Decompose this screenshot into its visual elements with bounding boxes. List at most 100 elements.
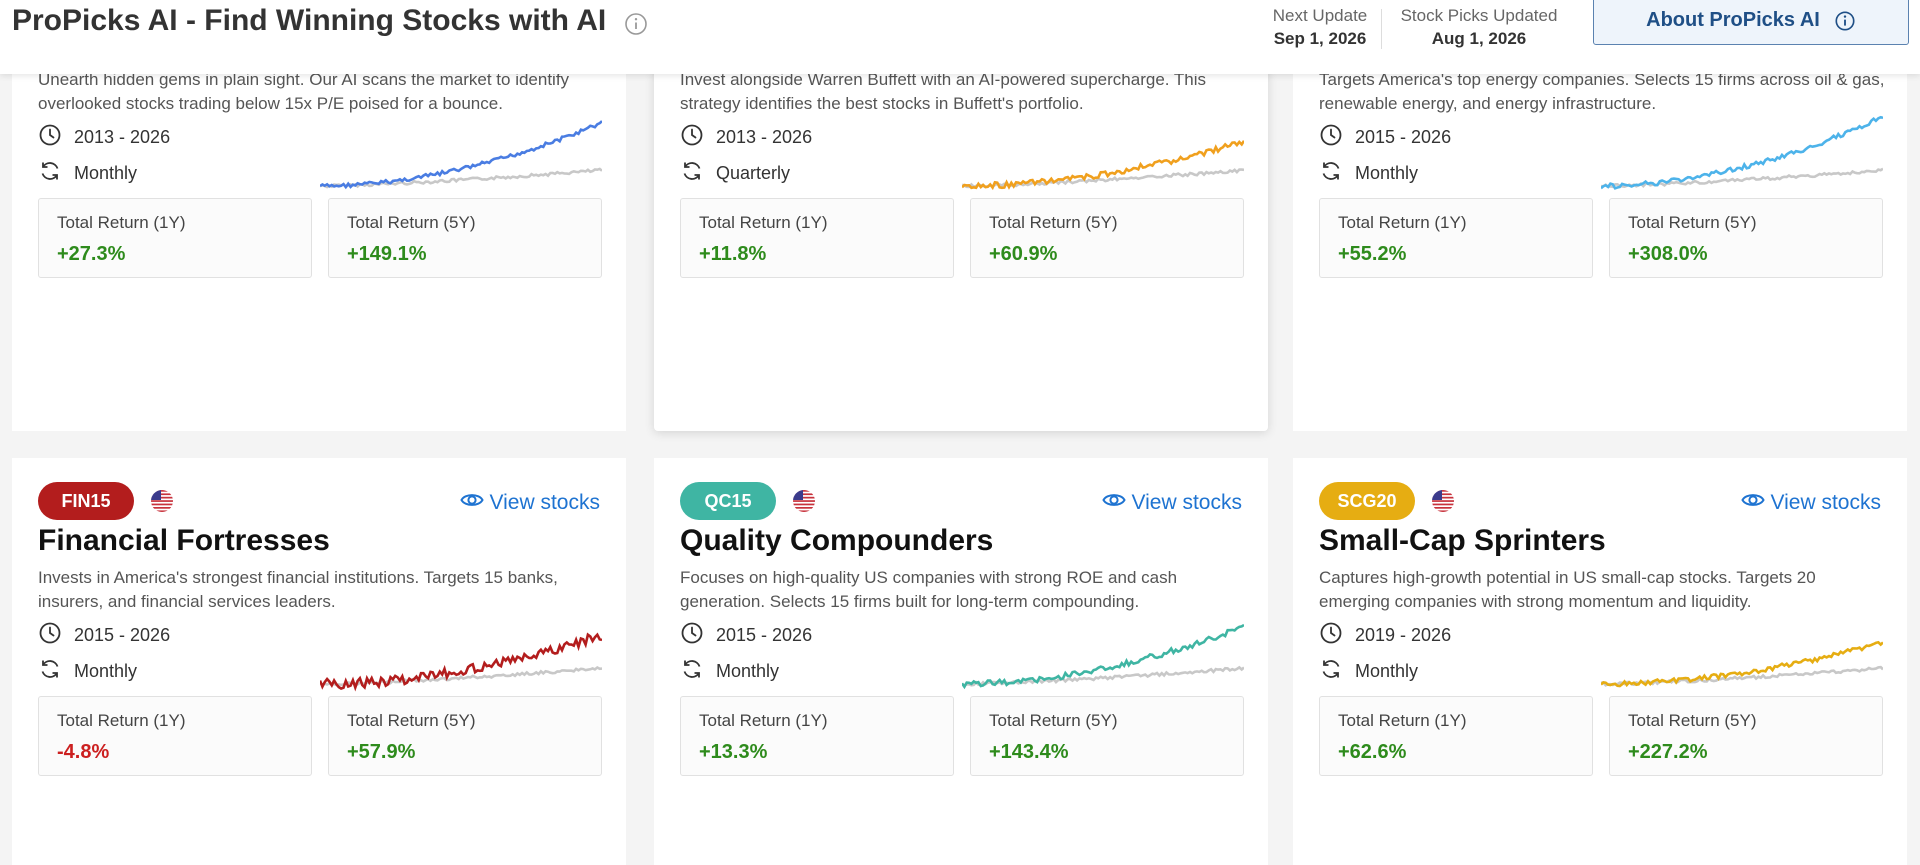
total-return-1y: Total Return (1Y) +55.2% bbox=[1319, 198, 1593, 278]
strategy-line bbox=[320, 632, 602, 692]
strategy-description: Captures high-growth potential in US sma… bbox=[1319, 568, 1816, 611]
view-stocks-label: View stocks bbox=[1770, 491, 1882, 514]
strategy-period: 2015 - 2026 bbox=[680, 621, 812, 650]
frequency-text: Monthly bbox=[716, 661, 780, 681]
total-return-5y: Total Return (5Y) +227.2% bbox=[1609, 696, 1883, 776]
stat-label: Total Return (1Y) bbox=[57, 213, 186, 232]
view-stocks-link[interactable]: View stocks bbox=[459, 488, 601, 518]
clock-icon bbox=[38, 621, 62, 650]
frequency-text: Monthly bbox=[74, 661, 138, 681]
stat-label: Total Return (5Y) bbox=[1628, 711, 1757, 730]
stat-value: -4.8% bbox=[57, 741, 110, 763]
stat-value: +308.0% bbox=[1628, 243, 1708, 265]
period-text: 2019 - 2026 bbox=[1355, 625, 1452, 645]
rebalance-frequency: Monthly bbox=[1319, 657, 1418, 686]
us-flag-icon bbox=[1432, 490, 1454, 512]
strategy-line bbox=[962, 140, 1244, 191]
stat-label: Total Return (1Y) bbox=[1338, 711, 1467, 730]
total-return-5y: Total Return (5Y) +143.4% bbox=[970, 696, 1244, 776]
clock-icon bbox=[1319, 621, 1343, 650]
total-return-5y: Total Return (5Y) +60.9% bbox=[970, 198, 1244, 278]
strategy-line bbox=[1601, 115, 1883, 190]
performance-sparkline bbox=[1601, 640, 1883, 688]
stat-label: Total Return (5Y) bbox=[989, 711, 1118, 730]
next-update-value: Sep 1, 2026 bbox=[1273, 29, 1367, 48]
next-update: Next Update Sep 1, 2026 bbox=[1262, 6, 1378, 49]
rebalance-frequency: Monthly bbox=[1319, 159, 1418, 188]
clock-icon bbox=[680, 621, 704, 650]
clock-icon bbox=[680, 123, 704, 152]
total-return-5y: Total Return (5Y) +57.9% bbox=[328, 696, 602, 776]
picks-updated: Stock Picks Updated Aug 1, 2026 bbox=[1393, 6, 1565, 49]
info-icon[interactable] bbox=[624, 12, 648, 36]
rebalance-frequency: Quarterly bbox=[680, 159, 790, 188]
stat-value: +62.6% bbox=[1338, 741, 1407, 763]
rebalance-frequency: Monthly bbox=[38, 657, 137, 686]
total-return-1y: Total Return (1Y) +13.3% bbox=[680, 696, 954, 776]
total-return-1y: Total Return (1Y) -4.8% bbox=[38, 696, 312, 776]
total-return-1y: Total Return (1Y) +27.3% bbox=[38, 198, 312, 278]
picks-updated-label: Stock Picks Updated bbox=[1400, 6, 1558, 25]
stat-value: +27.3% bbox=[57, 243, 126, 265]
eye-icon bbox=[459, 488, 484, 518]
strategy-title[interactable]: Financial Fortresses bbox=[38, 524, 330, 557]
period-text: 2013 - 2026 bbox=[716, 127, 813, 147]
stat-value: +149.1% bbox=[347, 243, 427, 265]
strategy-card[interactable]: FIN15 View stocks Financial Fortresses I… bbox=[12, 458, 626, 865]
total-return-5y: Total Return (5Y) +308.0% bbox=[1609, 198, 1883, 278]
strategy-description: Unearth hidden gems in plain sight. Our … bbox=[38, 70, 570, 113]
stat-label: Total Return (5Y) bbox=[989, 213, 1118, 232]
refresh-icon bbox=[1319, 657, 1343, 686]
page-header: ProPicks AI - Find Winning Stocks with A… bbox=[0, 0, 1920, 74]
stat-value: +13.3% bbox=[699, 741, 768, 763]
stat-label: Total Return (1Y) bbox=[57, 711, 186, 730]
strategy-badge: QC15 bbox=[680, 482, 776, 520]
strategy-period: 2013 - 2026 bbox=[38, 123, 170, 152]
period-text: 2013 - 2026 bbox=[74, 127, 171, 147]
period-text: 2015 - 2026 bbox=[1355, 127, 1452, 147]
eye-icon bbox=[1740, 488, 1765, 518]
about-button-label: About ProPicks AI bbox=[1646, 9, 1820, 31]
frequency-text: Monthly bbox=[74, 163, 138, 183]
strategy-title[interactable]: Small-Cap Sprinters bbox=[1319, 524, 1606, 557]
stat-value: +227.2% bbox=[1628, 741, 1708, 763]
stat-value: +60.9% bbox=[989, 243, 1058, 265]
strategy-period: 2015 - 2026 bbox=[1319, 123, 1451, 152]
strategy-line bbox=[1601, 640, 1883, 688]
view-stocks-label: View stocks bbox=[1131, 491, 1243, 514]
strategy-period: 2019 - 2026 bbox=[1319, 621, 1451, 650]
strategy-period: 2015 - 2026 bbox=[38, 621, 170, 650]
stat-label: Total Return (5Y) bbox=[347, 711, 476, 730]
view-stocks-label: View stocks bbox=[489, 491, 601, 514]
us-flag-icon bbox=[793, 490, 815, 512]
performance-sparkline bbox=[320, 120, 602, 190]
total-return-1y: Total Return (1Y) +62.6% bbox=[1319, 696, 1593, 776]
strategy-card[interactable]: SCG20 View stocks Small-Cap Sprinters Ca… bbox=[1293, 458, 1907, 865]
view-stocks-link[interactable]: View stocks bbox=[1101, 488, 1243, 518]
view-stocks-link[interactable]: View stocks bbox=[1740, 488, 1882, 518]
about-propicks-button[interactable]: About ProPicks AI bbox=[1593, 0, 1909, 45]
stat-label: Total Return (1Y) bbox=[699, 711, 828, 730]
frequency-text: Quarterly bbox=[716, 163, 791, 183]
stat-label: Total Return (1Y) bbox=[699, 213, 828, 232]
rebalance-frequency: Monthly bbox=[38, 159, 137, 188]
stat-value: +57.9% bbox=[347, 741, 416, 763]
strategy-description: Invest alongside Warren Buffett with an … bbox=[680, 70, 1207, 113]
info-icon bbox=[1835, 10, 1855, 31]
refresh-icon bbox=[680, 159, 704, 188]
stat-label: Total Return (5Y) bbox=[347, 213, 476, 232]
picks-updated-value: Aug 1, 2026 bbox=[1431, 29, 1527, 48]
refresh-icon bbox=[680, 657, 704, 686]
strategy-badge: FIN15 bbox=[38, 482, 134, 520]
strategy-card[interactable]: QC15 View stocks Quality Compounders Foc… bbox=[654, 458, 1268, 865]
total-return-1y: Total Return (1Y) +11.8% bbox=[680, 198, 954, 278]
performance-sparkline bbox=[1601, 115, 1883, 190]
strategy-line bbox=[320, 120, 602, 190]
frequency-text: Monthly bbox=[1355, 163, 1419, 183]
strategy-period: 2013 - 2026 bbox=[680, 123, 812, 152]
stat-value: +143.4% bbox=[989, 741, 1069, 763]
strategy-title[interactable]: Quality Compounders bbox=[680, 524, 994, 557]
strategy-description: Focuses on high-quality US companies wit… bbox=[680, 568, 1178, 611]
period-text: 2015 - 2026 bbox=[74, 625, 171, 645]
strategy-description: Invests in America's strongest financial… bbox=[38, 568, 558, 611]
